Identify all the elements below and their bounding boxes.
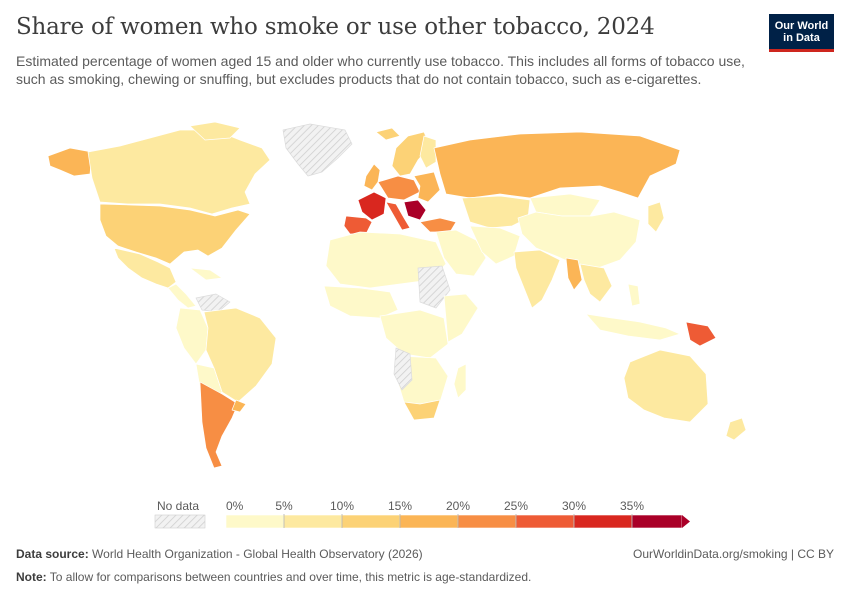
region-uk[interactable] <box>363 163 381 191</box>
region-central-america[interactable] <box>167 283 197 309</box>
region-iberia[interactable] <box>343 215 373 235</box>
region-japan[interactable] <box>647 201 665 233</box>
legend-bin-3[interactable] <box>399 514 459 529</box>
legend-no-data-label: No data <box>157 499 199 513</box>
region-central-africa[interactable] <box>379 309 449 359</box>
legend-arrow-tip <box>682 515 690 528</box>
chart-subtitle: Estimated percentage of women aged 15 an… <box>16 53 745 87</box>
region-no-data-africa[interactable] <box>393 347 413 391</box>
region-france[interactable] <box>357 191 387 221</box>
chart-title: Share of women who smoke or use other to… <box>16 14 655 40</box>
region-new-zealand[interactable] <box>725 417 747 441</box>
legend-bin-6[interactable] <box>573 514 633 529</box>
region-caribbean[interactable] <box>189 267 223 281</box>
legend-scale: No data 0% 5% 10% 15% 20% 25% 30% 35% <box>154 499 690 529</box>
legend-tick-label: 35% <box>620 499 644 513</box>
region-finland[interactable] <box>419 135 437 169</box>
map-legend: No data 0% 5% 10% 15% 20% 25% 30% 35% <box>150 498 710 532</box>
region-madagascar[interactable] <box>453 363 467 399</box>
region-eastern-europe[interactable] <box>413 171 441 203</box>
region-venezuela[interactable] <box>195 293 231 313</box>
region-iran-pakistan[interactable] <box>469 225 521 265</box>
region-central-europe[interactable] <box>377 175 421 201</box>
legend-bin-2[interactable] <box>341 514 401 529</box>
region-west-africa[interactable] <box>323 285 399 319</box>
region-balkans[interactable] <box>403 199 427 221</box>
region-middle-east[interactable] <box>435 229 487 277</box>
note-label: Note: <box>16 570 47 584</box>
region-brazil[interactable] <box>203 307 277 403</box>
region-uruguay[interactable] <box>231 399 247 413</box>
legend-tick-label: 15% <box>388 499 412 513</box>
logo-line-2: in Data <box>783 32 820 44</box>
data-source-label: Data source: <box>16 547 89 561</box>
region-papua-new-guinea[interactable] <box>685 321 717 347</box>
legend-tick-label: 10% <box>330 499 354 513</box>
source-url[interactable]: OurWorldinData.org/smoking | CC BY <box>633 547 834 561</box>
region-australia[interactable] <box>623 349 709 423</box>
legend-tick-label: 30% <box>562 499 586 513</box>
region-alaska[interactable] <box>47 147 93 177</box>
legend-bin-0[interactable] <box>225 514 285 529</box>
region-russia[interactable] <box>433 131 681 199</box>
region-italy[interactable] <box>385 201 411 231</box>
region-southeast-asia[interactable] <box>579 263 613 303</box>
region-myanmar[interactable] <box>565 257 583 291</box>
legend-no-data-swatch <box>154 514 206 529</box>
chart-note: Note: To allow for comparisons between c… <box>16 570 834 584</box>
region-indonesia[interactable] <box>585 313 681 341</box>
legend-tick-label: 25% <box>504 499 528 513</box>
region-andes-north[interactable] <box>175 307 209 365</box>
region-east-africa[interactable] <box>443 293 479 343</box>
region-argentina-chile[interactable] <box>199 381 239 469</box>
region-sudan[interactable] <box>417 265 451 309</box>
note-text: To allow for comparisons between countri… <box>49 570 532 584</box>
legend-bin-5[interactable] <box>515 514 575 529</box>
region-philippines[interactable] <box>627 283 641 307</box>
region-china[interactable] <box>517 211 641 269</box>
region-canada[interactable] <box>87 129 271 215</box>
region-greenland[interactable] <box>282 123 353 177</box>
legend-tick-label: 5% <box>275 499 293 513</box>
region-south-africa[interactable] <box>403 399 441 421</box>
data-source: Data source: World Health Organization -… <box>16 547 423 561</box>
world-map[interactable] <box>0 118 850 498</box>
legend-bin-4[interactable] <box>457 514 517 529</box>
data-source-text[interactable]: World Health Organization - Global Healt… <box>92 547 423 561</box>
region-canada-islands[interactable] <box>189 121 241 141</box>
legend-tick-label: 20% <box>446 499 470 513</box>
owid-logo[interactable]: Our World in Data <box>769 14 834 52</box>
region-iceland[interactable] <box>375 127 401 141</box>
region-usa[interactable] <box>99 203 251 265</box>
logo-line-1: Our World <box>774 20 829 32</box>
legend-bin-1[interactable] <box>283 514 343 529</box>
legend-bin-7[interactable] <box>631 514 683 529</box>
legend-tick-label: 0% <box>226 499 244 513</box>
region-turkey[interactable] <box>419 217 457 233</box>
region-india[interactable] <box>513 249 561 309</box>
